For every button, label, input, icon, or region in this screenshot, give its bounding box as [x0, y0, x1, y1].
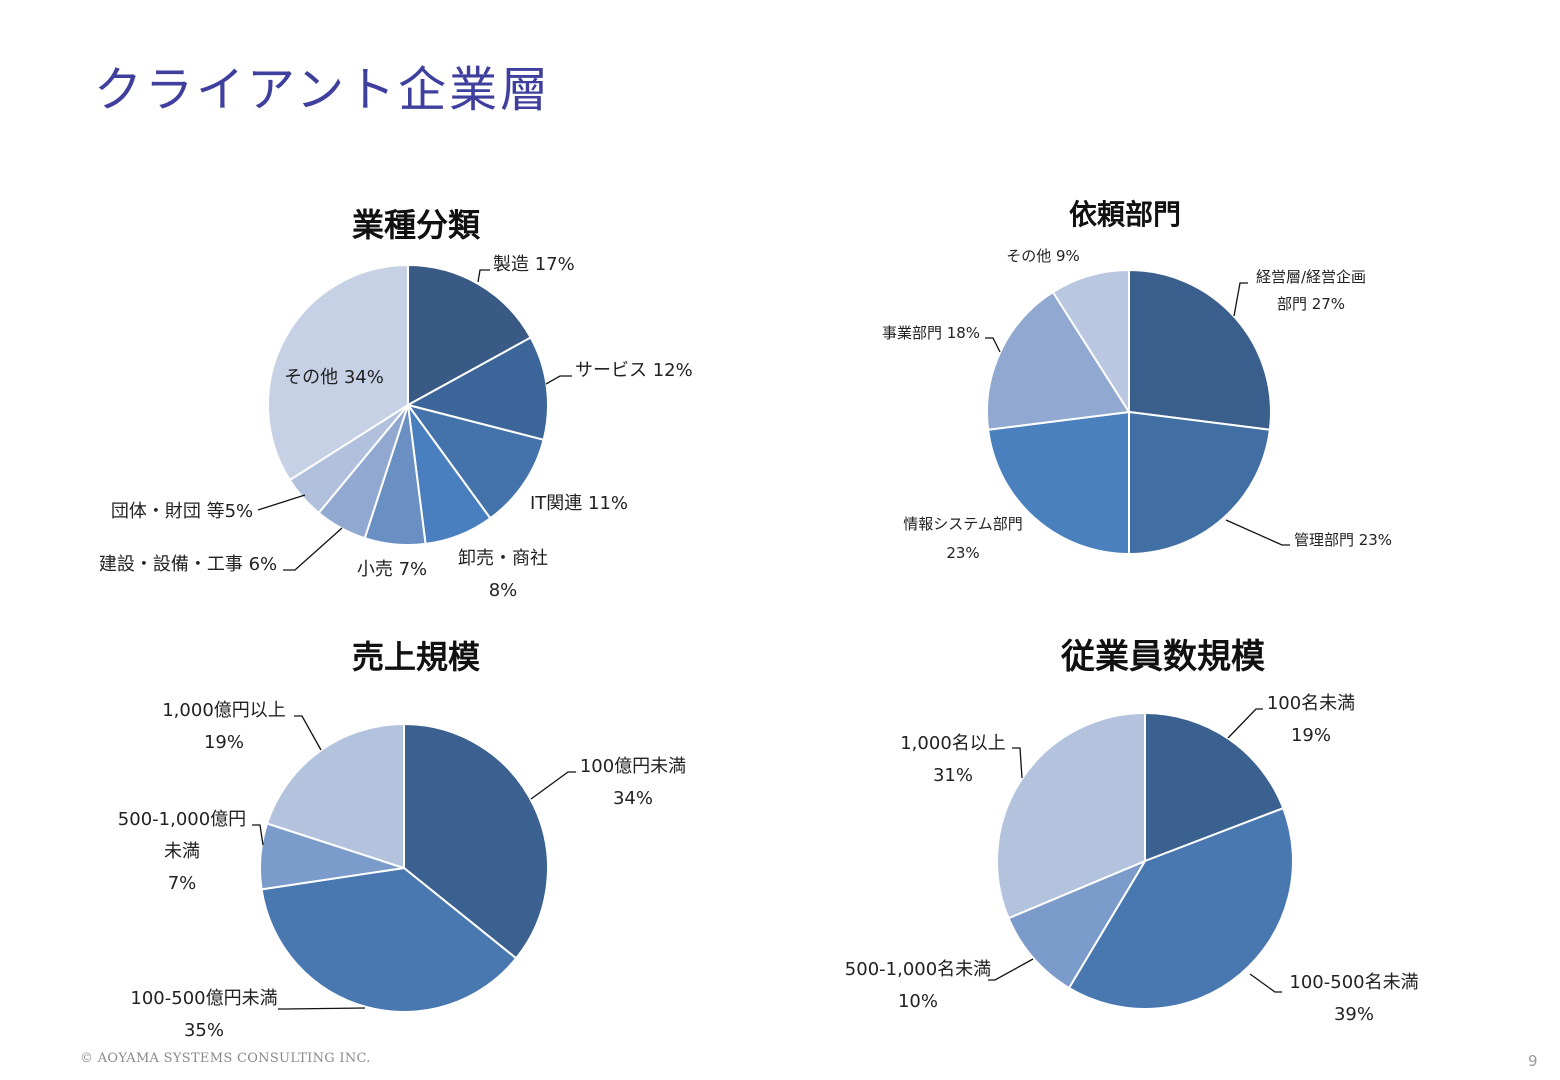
pie-slice-department-0 — [1128, 268, 1272, 431]
page-title: クライアント企業層 — [94, 62, 552, 118]
leader-line — [278, 1007, 366, 1010]
data-label: 情報システム部門 23% — [903, 515, 1023, 562]
chart-title: 依頼部門 — [1069, 198, 1181, 231]
pie-slice-employees-1 — [1067, 806, 1294, 1010]
leader-line — [1249, 973, 1282, 993]
leader-line — [1233, 282, 1248, 317]
data-label: 小売 7% — [357, 559, 427, 580]
pie-slice-employees-2 — [1007, 858, 1148, 990]
leader-line — [257, 494, 306, 511]
copyright-footer: © AOYAMA SYSTEMS CONSULTING INC. — [80, 1051, 371, 1066]
pie-slice-industry-0 — [407, 263, 533, 407]
leader-line — [1227, 708, 1263, 739]
page-number: 9 — [1528, 1052, 1538, 1070]
data-label: 500-1,000億円未満 7% — [118, 809, 246, 894]
pie-slice-department-3 — [986, 290, 1131, 431]
data-label: 500-1,000名未満 10% — [845, 959, 991, 1012]
leader-line — [477, 269, 490, 283]
data-label: 団体・財団 等5% — [111, 501, 253, 522]
chart-title: 従業員数規模 — [1060, 637, 1265, 677]
leader-line — [545, 375, 572, 385]
data-label: 卸売・商社 8% — [458, 548, 548, 601]
pie-slice-revenue-1 — [260, 866, 518, 1013]
leader-line — [530, 771, 576, 800]
pie-slice-industry-2 — [405, 403, 545, 520]
pie-slice-employees-3 — [996, 711, 1146, 920]
data-label: 事業部門 18% — [882, 324, 980, 342]
data-label: その他 9% — [1006, 247, 1080, 265]
leader-line — [294, 715, 322, 751]
data-label: 100-500億円未満 35% — [130, 988, 277, 1041]
pie-slice-industry-1 — [405, 336, 549, 442]
leader-line — [283, 527, 343, 571]
data-label: 1,000億円以上 19% — [162, 700, 286, 753]
pie-slice-department-2 — [987, 410, 1130, 556]
pie-slice-department-4 — [1051, 268, 1130, 416]
leader-line — [985, 337, 1001, 353]
data-label: 100-500名未満 39% — [1289, 972, 1418, 1025]
pie-slice-revenue-0 — [403, 722, 549, 960]
leader-line — [1225, 519, 1290, 546]
pie-chart-revenue: 売上規模 100億円未満 34% 100-500億円未満 35% 500-1,000億円未… — [118, 638, 686, 1041]
pie-slice-department-1 — [1128, 410, 1271, 556]
data-label: IT関連 11% — [530, 493, 628, 514]
pie-slice-industry-7 — [267, 263, 409, 482]
data-label: サービス 12% — [575, 360, 693, 381]
data-label: 100億円未満 34% — [580, 756, 686, 809]
chart-title: 売上規模 — [352, 638, 480, 676]
data-label: 管理部門 23% — [1294, 531, 1392, 549]
chart-title: 業種分類 — [352, 206, 481, 244]
data-label: 建設・設備・工事 6% — [99, 554, 277, 575]
pie-slice-employees-0 — [1144, 711, 1285, 863]
pie-slice-revenue-3 — [265, 722, 405, 870]
leader-line — [252, 824, 264, 846]
data-label: 1,000名以上 31% — [900, 733, 1006, 786]
data-label: 製造 17% — [493, 254, 575, 275]
data-label: 経営層/経営企画部門 27% — [1256, 268, 1366, 313]
data-label: その他 34% — [284, 367, 384, 388]
data-label: 100名未満 19% — [1267, 693, 1355, 746]
leader-line — [1012, 747, 1023, 779]
leader-line — [988, 958, 1034, 981]
